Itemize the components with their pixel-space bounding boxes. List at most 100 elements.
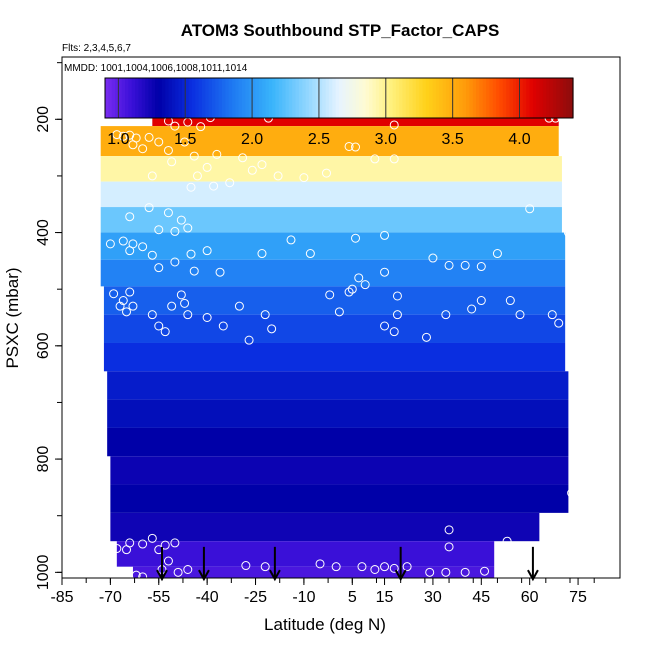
observation-marker (225, 178, 235, 188)
colorbar-segment (298, 78, 303, 118)
colorbar-segment (452, 78, 457, 118)
colorbar-segment (115, 78, 119, 118)
y-axis: 200 400 600 800 1000 (35, 62, 62, 590)
colorbar-segment (155, 78, 160, 118)
colorbar-segment (105, 78, 109, 118)
colorbar-segment (506, 78, 511, 118)
observation-marker (428, 253, 438, 263)
colorbar-segment (492, 78, 497, 118)
observation-marker (421, 332, 431, 342)
colorbar-segment (131, 78, 136, 118)
observation-marker (183, 565, 193, 575)
observation-marker (402, 562, 412, 572)
heatmap-layer (110, 456, 569, 485)
observation-marker (380, 230, 390, 240)
colorbar-segment (422, 78, 427, 118)
colorbar-segment (275, 78, 280, 118)
observation-marker (170, 257, 180, 267)
colorbar-segment (352, 78, 357, 118)
observation-marker (334, 307, 344, 317)
observation-marker (476, 262, 486, 272)
colorbar-segment (435, 78, 440, 118)
observation-marker (154, 225, 164, 235)
observation-marker (476, 296, 486, 306)
colorbar-segment (556, 78, 561, 118)
colorbar-segment (486, 78, 491, 118)
colorbar-segment (409, 78, 414, 118)
observation-marker (460, 567, 470, 577)
colorbar-segment (502, 78, 507, 118)
colorbar-segment (145, 78, 150, 118)
observation-marker (202, 246, 212, 256)
observation-marker (131, 570, 141, 578)
colorbar-segment (382, 78, 387, 118)
colorbar-segment (335, 78, 340, 118)
colorbar-segment (425, 78, 430, 118)
heatmap-layer (103, 314, 566, 343)
observation-marker (183, 310, 193, 320)
observation-marker (76, 222, 86, 232)
observation-marker (138, 572, 148, 578)
observation-marker (112, 544, 122, 554)
colorbar-segment (211, 78, 216, 118)
x-tick-label: 60 (521, 589, 539, 606)
observation-marker (163, 208, 173, 218)
colorbar-segment (369, 78, 374, 118)
observation-marker (331, 562, 341, 572)
colorbar-tick-label: 1.5 (174, 131, 196, 148)
observation-marker (444, 542, 454, 552)
x-tick-label: 30 (424, 589, 442, 606)
colorbar-tick-label: 3.5 (442, 131, 464, 148)
observation-marker (392, 291, 402, 301)
colorbar-segment (178, 78, 183, 118)
colorbar-segment (141, 78, 146, 118)
observation-marker (147, 310, 157, 320)
colorbar-segment (532, 78, 537, 118)
observation-marker (170, 121, 180, 131)
observation-marker (144, 132, 154, 142)
colorbar-segment (439, 78, 444, 118)
colorbar-segment (315, 78, 320, 118)
observation-marker (354, 273, 364, 283)
observation-marker (325, 290, 335, 300)
observation-marker (260, 310, 270, 320)
colorbar-segment (499, 78, 504, 118)
x-tick-label: -10 (292, 589, 315, 606)
colorbar-segment (512, 78, 517, 118)
colorbar-segment (268, 78, 273, 118)
observation-marker (154, 263, 164, 273)
colorbar-segment (308, 78, 313, 118)
heatmap-layer (107, 427, 569, 457)
colorbar-segment (392, 78, 397, 118)
colorbar-segment (375, 78, 380, 118)
observation-marker (344, 287, 354, 297)
observation-marker (147, 533, 157, 543)
profile-arrows (156, 546, 539, 582)
observation-marker (305, 249, 315, 259)
heatmap-layer (100, 232, 566, 260)
colorbar-segment (238, 78, 243, 118)
colorbar-tick-label: 2.5 (308, 131, 330, 148)
observation-marker (525, 204, 535, 214)
colorbar-segment (469, 78, 474, 118)
observation-marker (118, 236, 128, 246)
colorbar-segment (466, 78, 470, 118)
observation-marker (505, 296, 515, 306)
colorbar-segment (128, 78, 133, 118)
heatmap-layer (100, 181, 562, 208)
colorbar-segment (302, 78, 307, 118)
colorbar-segment (429, 78, 434, 118)
colorbar-segment (362, 78, 367, 118)
observation-marker (515, 310, 525, 320)
colorbar-segment (546, 78, 551, 118)
observation-marker (347, 284, 357, 294)
colorbar-segment (542, 78, 547, 118)
y-axis-label: PSXC (mbar) (3, 267, 22, 368)
colorbar-segment (111, 78, 116, 118)
observation-marker (554, 318, 564, 328)
observation-marker (202, 162, 212, 172)
observation-marker (109, 289, 119, 299)
colorbar-segment (208, 78, 213, 118)
observation-marker (115, 301, 125, 311)
